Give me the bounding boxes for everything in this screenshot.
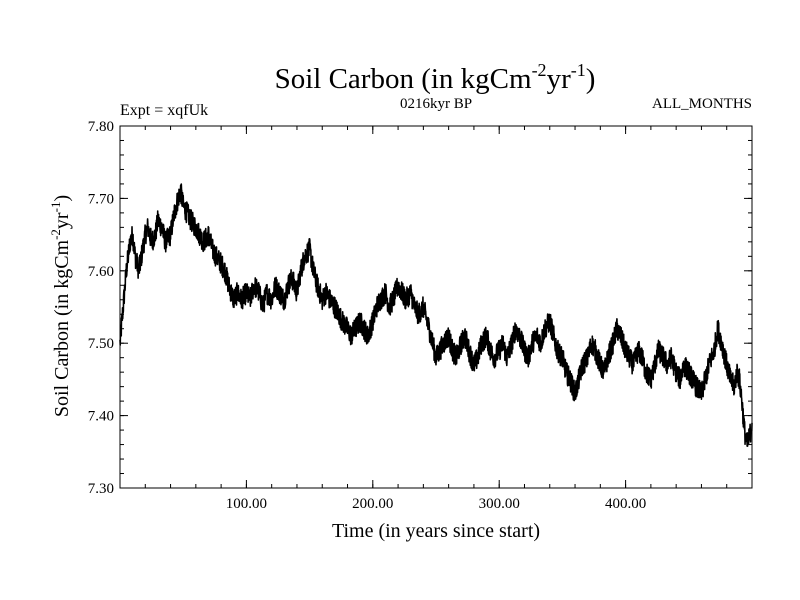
y-tick-label: 7.80	[88, 119, 114, 135]
series-line	[119, 183, 753, 447]
chart-title: Soil Carbon (in kgCm-2yr-1)	[275, 60, 596, 95]
y-axis-label-sup2: -1	[48, 202, 63, 213]
x-tick-label: 400.00	[605, 496, 646, 512]
y-axis-label-mid: yr	[51, 212, 73, 229]
x-tick-label: 200.00	[352, 496, 393, 512]
y-tick-label: 7.60	[88, 264, 114, 280]
y-axis-label-sup1: -2	[48, 229, 63, 240]
chart-title-main: Soil Carbon (in kgCm	[275, 63, 532, 95]
y-axis-label-end: )	[51, 195, 73, 202]
experiment-label: Expt = xqfUk	[120, 102, 208, 119]
chart-title-sup2: -1	[571, 60, 586, 80]
y-axis-label: Soil Carbon (in kgCm-2yr-1)	[48, 195, 73, 417]
x-axis: 100.00 200.00 300.00 400.00	[119, 126, 753, 512]
x-axis-label: Time (in years since start)	[332, 520, 540, 542]
y-axis-label-main: Soil Carbon (in kgCm	[51, 239, 73, 417]
y-tick-label: 7.70	[88, 191, 114, 207]
months-label: ALL_MONTHS	[652, 96, 752, 112]
series-layer	[119, 183, 753, 447]
period-label: 0216kyr BP	[400, 96, 472, 112]
y-tick-label: 7.50	[88, 336, 114, 352]
chart-title-sup1: -2	[532, 60, 547, 80]
chart-title-end: )	[586, 63, 596, 95]
y-tick-label: 7.30	[88, 481, 114, 497]
chart-title-mid: yr	[547, 63, 572, 95]
y-axis: 7.30 7.40 7.50 7.60 7.70 7.80	[88, 119, 752, 497]
x-tick-label: 100.00	[226, 496, 267, 512]
plot-frame	[119, 125, 753, 489]
y-tick-label: 7.40	[88, 409, 114, 425]
x-tick-label: 300.00	[479, 496, 520, 512]
